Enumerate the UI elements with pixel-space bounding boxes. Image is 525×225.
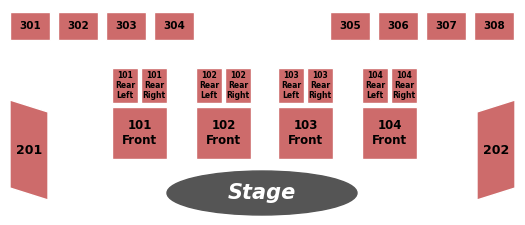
Text: 104
Rear
Right: 104 Rear Right xyxy=(393,71,416,100)
Text: 101
Rear
Left: 101 Rear Left xyxy=(115,71,135,100)
Text: 102
Rear
Right: 102 Rear Right xyxy=(226,71,249,100)
Text: 101
Front: 101 Front xyxy=(122,119,157,147)
Text: 102
Rear
Left: 102 Rear Left xyxy=(199,71,219,100)
Text: 307: 307 xyxy=(435,21,457,31)
Text: 103
Rear
Left: 103 Rear Left xyxy=(281,71,301,100)
Text: 103
Front: 103 Front xyxy=(288,119,323,147)
FancyBboxPatch shape xyxy=(10,12,50,40)
FancyBboxPatch shape xyxy=(112,68,138,103)
Text: Stage: Stage xyxy=(228,183,296,203)
FancyBboxPatch shape xyxy=(106,12,146,40)
Text: 104
Front: 104 Front xyxy=(372,119,407,147)
FancyBboxPatch shape xyxy=(225,68,251,103)
Text: 308: 308 xyxy=(483,21,505,31)
FancyBboxPatch shape xyxy=(141,68,167,103)
FancyBboxPatch shape xyxy=(391,68,417,103)
FancyBboxPatch shape xyxy=(307,68,333,103)
FancyBboxPatch shape xyxy=(58,12,98,40)
FancyBboxPatch shape xyxy=(278,68,304,103)
FancyBboxPatch shape xyxy=(196,107,251,159)
FancyBboxPatch shape xyxy=(362,107,417,159)
FancyBboxPatch shape xyxy=(474,12,514,40)
Text: 102
Front: 102 Front xyxy=(206,119,241,147)
Text: 303: 303 xyxy=(115,21,137,31)
FancyBboxPatch shape xyxy=(362,68,388,103)
Text: 306: 306 xyxy=(387,21,409,31)
FancyBboxPatch shape xyxy=(426,12,466,40)
Text: 302: 302 xyxy=(67,21,89,31)
Text: 104
Rear
Left: 104 Rear Left xyxy=(365,71,385,100)
FancyBboxPatch shape xyxy=(330,12,370,40)
Text: 304: 304 xyxy=(163,21,185,31)
Text: 202: 202 xyxy=(483,144,509,157)
FancyBboxPatch shape xyxy=(278,107,333,159)
Text: 301: 301 xyxy=(19,21,41,31)
FancyBboxPatch shape xyxy=(154,12,194,40)
Text: 201: 201 xyxy=(16,144,42,157)
FancyBboxPatch shape xyxy=(378,12,418,40)
Text: 101
Rear
Right: 101 Rear Right xyxy=(142,71,165,100)
FancyBboxPatch shape xyxy=(196,68,222,103)
Polygon shape xyxy=(477,100,515,200)
Text: 103
Rear
Right: 103 Rear Right xyxy=(309,71,332,100)
Text: 305: 305 xyxy=(339,21,361,31)
Ellipse shape xyxy=(167,171,357,215)
FancyBboxPatch shape xyxy=(112,107,167,159)
Polygon shape xyxy=(10,100,48,200)
